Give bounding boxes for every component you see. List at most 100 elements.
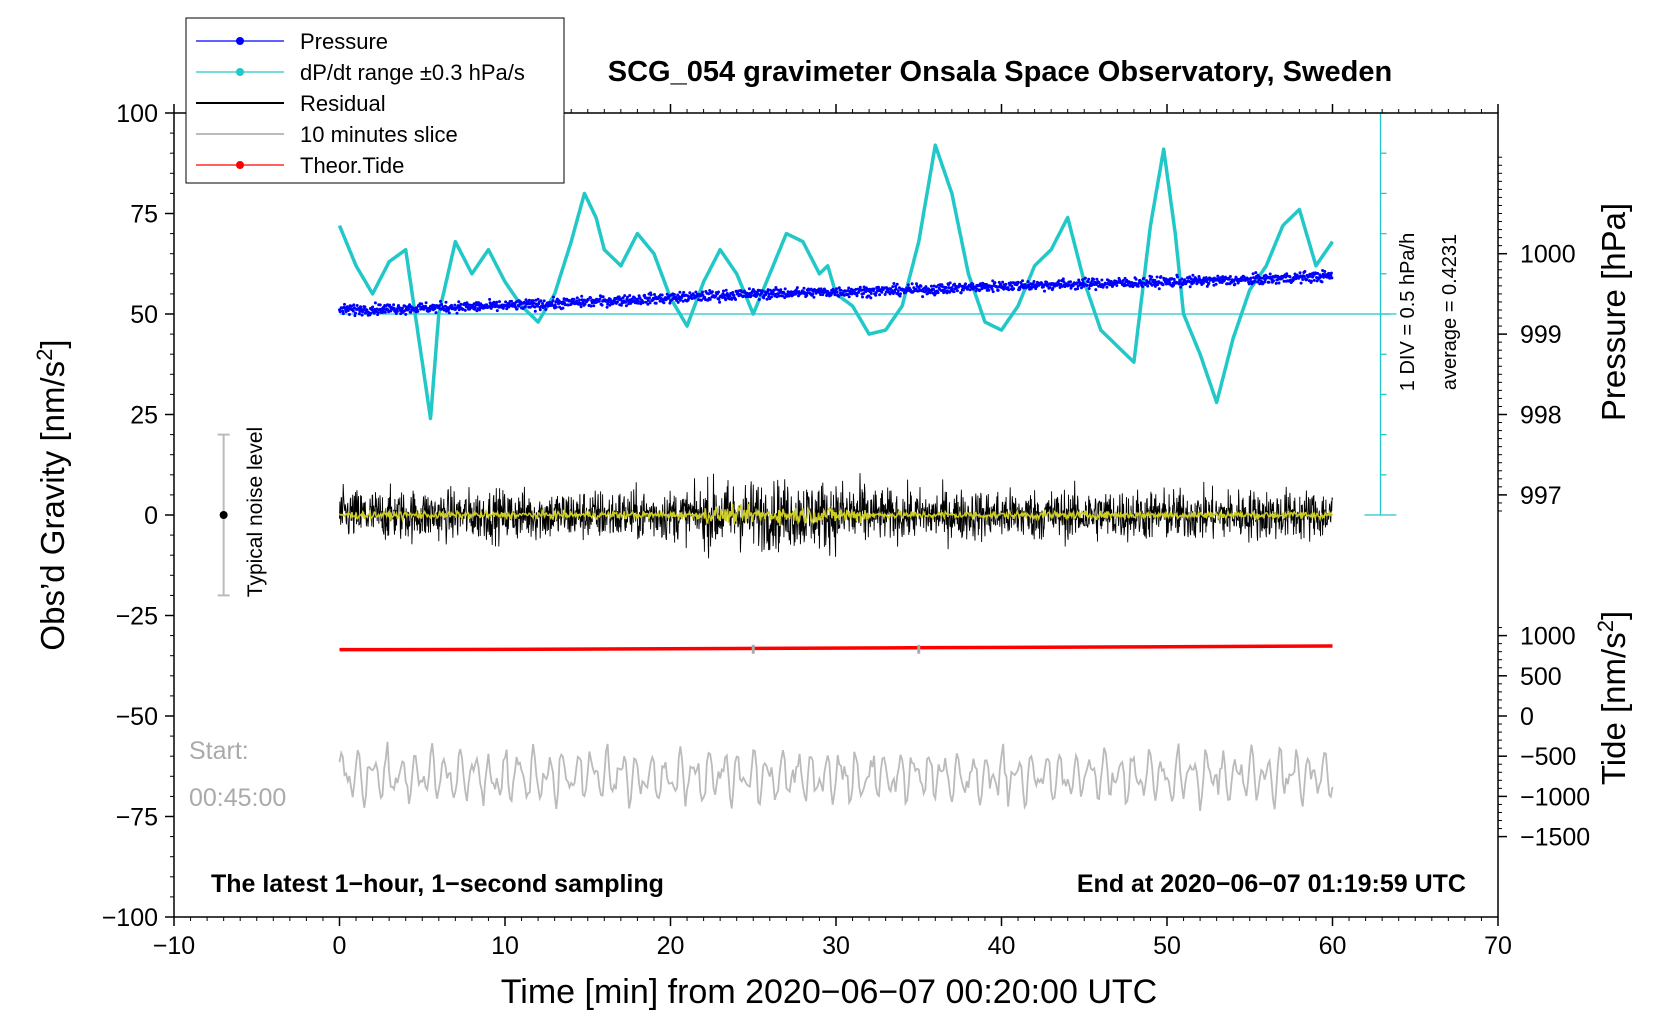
pressure-point [495,309,499,313]
x-tick-label: 10 [491,932,519,960]
legend-entry: Residual [300,91,386,116]
pressure-point [589,304,593,308]
pressure-tick-label: 1000 [1520,241,1576,269]
pressure-point [728,294,732,298]
pressure-point [1180,277,1184,281]
pressure-point [1179,285,1183,289]
pressure-point [934,285,938,289]
pressure-point [924,285,928,289]
pressure-point [1009,281,1013,285]
pressure-point [1267,280,1271,284]
pressure-point [681,299,685,303]
pressure-point [833,293,837,297]
pressure-point [724,298,728,302]
pressure-point [1188,275,1192,279]
pressure-point [878,293,882,297]
pressure-point [910,282,914,286]
pressure-point [341,312,345,316]
pressure-point [847,286,851,290]
pressure-point [507,305,511,309]
pressure-point [714,294,718,298]
pressure-point [991,279,995,283]
legend-entry: Pressure [300,29,388,54]
tide-tick-label: −500 [1520,743,1576,771]
axes-layer: −10 0 10 20 30 40 50 60 70−100−75−50−25025507510… [102,100,1591,960]
pressure-point [1320,280,1324,284]
pressure-point [746,295,750,299]
pressure-point [757,298,761,301]
pressure-point [409,310,413,314]
pressure-point [1205,280,1209,284]
plot-layer [217,112,1397,812]
pressure-point [621,296,625,300]
pressure-point [718,300,722,304]
pressure-point [779,288,783,292]
pressure-point [802,286,806,290]
pressure-point [678,298,682,302]
pressure-point [437,304,441,308]
pressure-point [513,303,517,307]
pressure-point [854,287,858,291]
pressure-point [1323,270,1327,273]
pressure-point [563,303,567,307]
x-tick-label: 40 [988,932,1016,960]
pressure-point [616,300,619,304]
pressure-point [360,313,364,317]
pressure-point [447,311,451,315]
pressure-point [501,306,505,310]
y-tick-label: −25 [116,603,158,631]
pressure-point [782,291,786,295]
pressure-point [846,292,850,296]
pressure-point [523,305,527,309]
noise-center-dot [219,511,228,519]
pressure-tick-label: 997 [1520,482,1562,510]
pressure-point [717,297,721,301]
pressure-point [701,290,704,294]
pressure-point [980,287,984,291]
pressure-point [874,293,878,297]
pressure-point [600,303,604,307]
pressure-point [1085,283,1089,287]
pressure-point [353,314,357,318]
pressure-point [1004,282,1008,286]
pressure-point [926,292,930,295]
pressure-point [734,298,738,301]
pressure-point [945,289,949,293]
pressure-point [847,295,851,299]
pressure-point [624,300,628,304]
pressure-point [783,287,787,291]
pressure-point [896,289,900,293]
pressure-point [1153,284,1157,288]
noise-level-label: Typical noise level [244,427,267,597]
pressure-point [765,297,769,301]
pressure-point [1156,283,1160,287]
pressure-point [606,301,610,305]
pressure-point [849,287,853,291]
pressure-point [424,301,428,305]
pressure-point [710,290,714,294]
pressure-point [575,299,579,303]
pressure-point [717,290,720,294]
pressure-point [1094,288,1098,292]
tide-axis-label: Tide [nm/s2] [1593,611,1633,785]
pressure-point [1330,276,1334,280]
pressure-point [362,308,366,311]
pressure-point [892,282,896,285]
pressure-point [554,305,558,309]
pressure-point [906,283,910,287]
pressure-point [688,291,692,295]
pressure-point [1012,287,1016,291]
pressure-point [731,291,735,294]
pressure-point [806,291,810,295]
pressure-point [665,292,669,296]
pressure-point [1312,278,1316,282]
pressure-point [1141,285,1145,289]
pressure-point [483,306,487,309]
pressure-point [572,297,576,301]
pressure-point [936,291,940,295]
pressure-point [383,310,387,314]
pressure-point [1301,278,1305,281]
pressure-point [1227,277,1231,281]
y-axis-label-left-sup: 2 [32,349,57,361]
pressure-point [652,297,656,301]
